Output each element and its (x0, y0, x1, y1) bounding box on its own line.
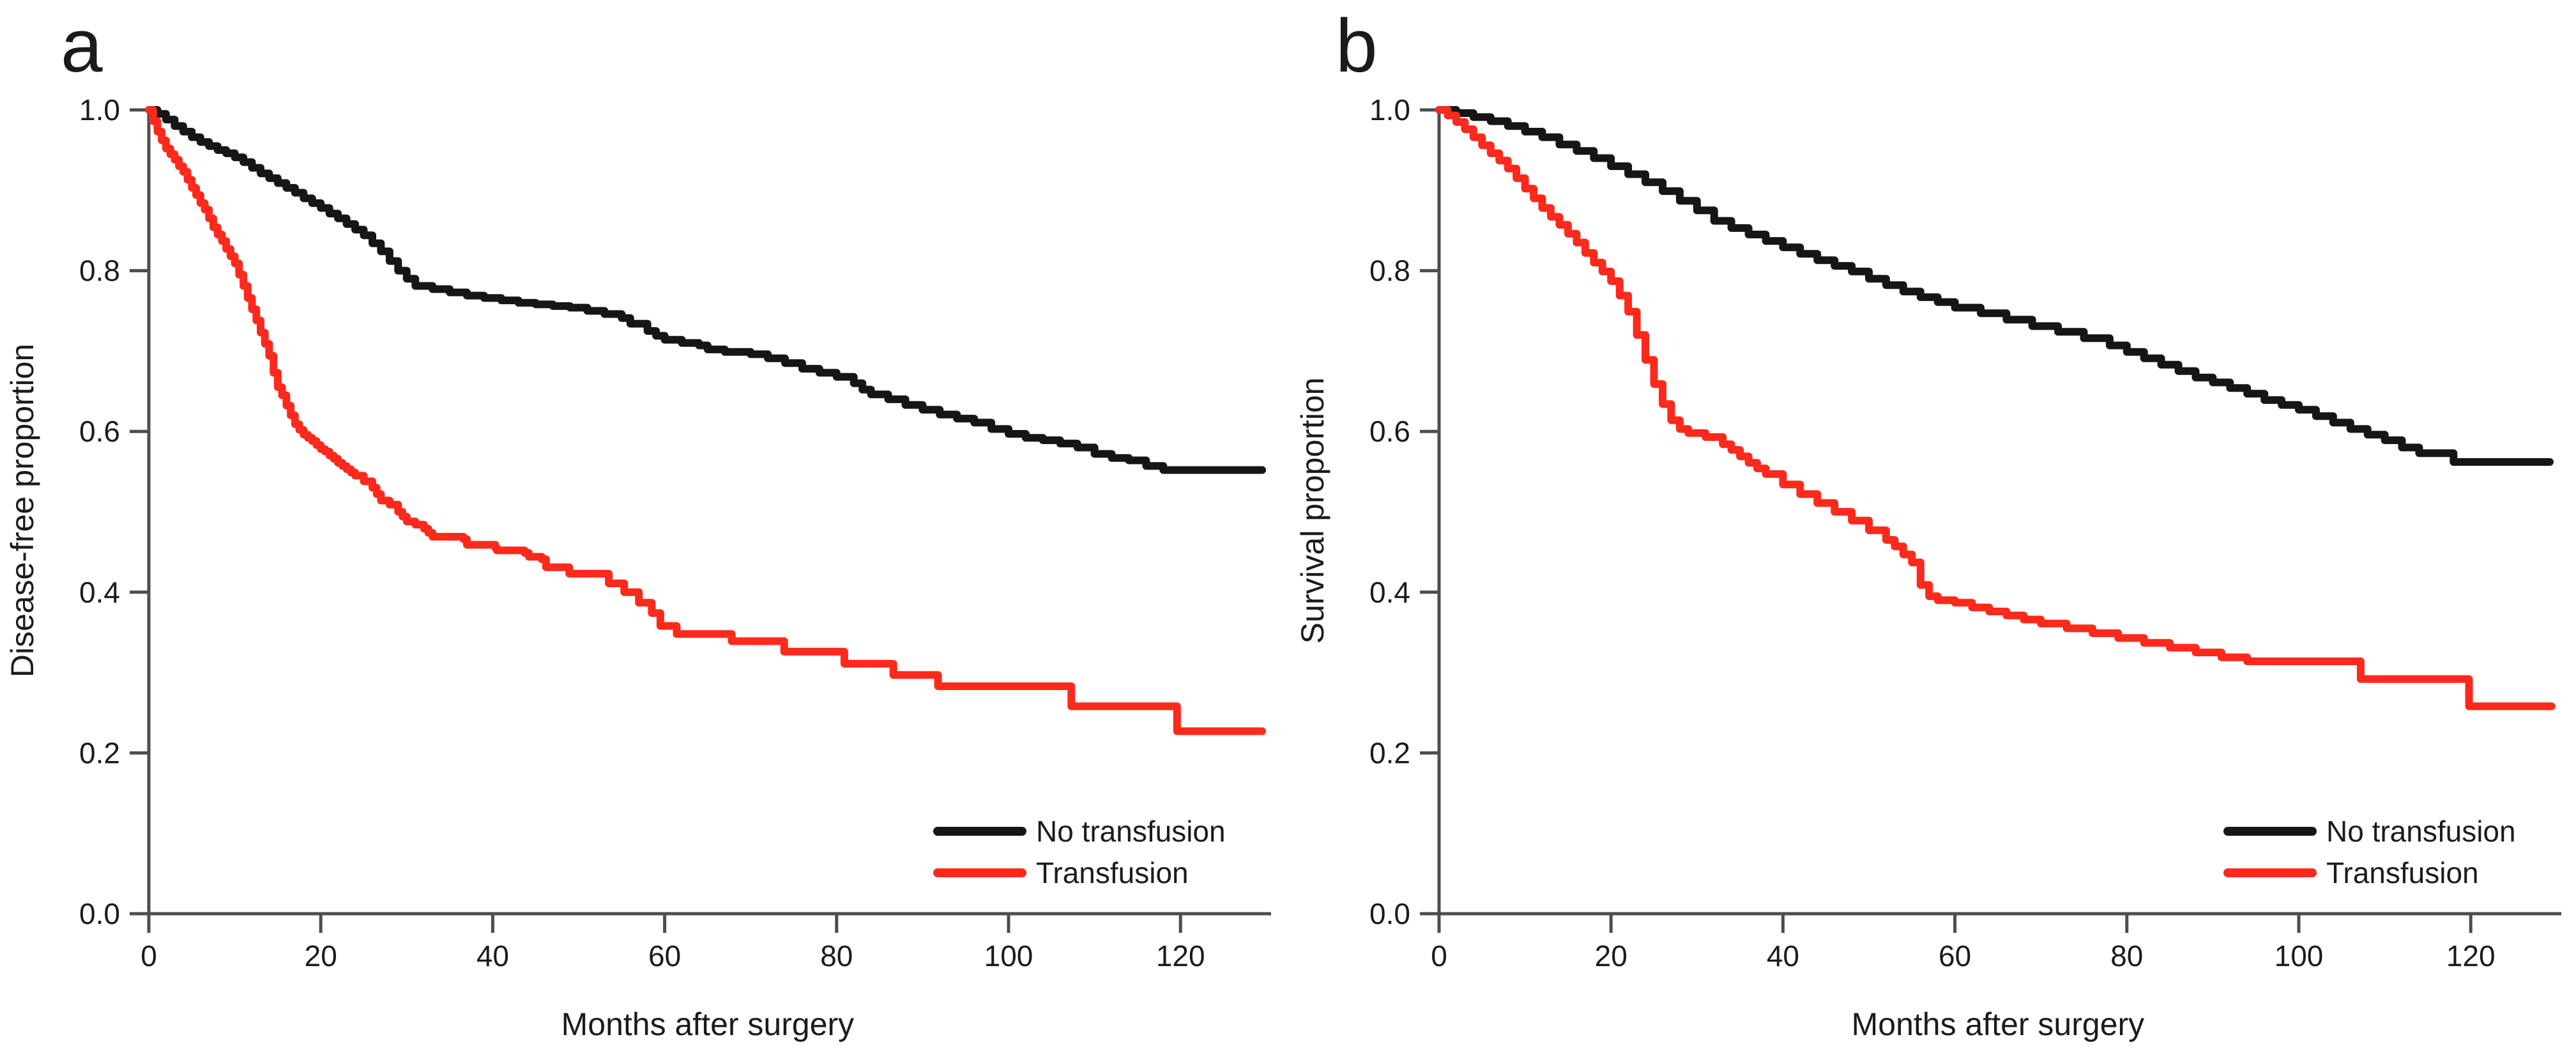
km-curve-no-transfusion (1435, 106, 2554, 466)
x-tick-label: 20 (1595, 939, 1627, 972)
y-tick-label: 0.0 (79, 897, 120, 930)
x-tick-label: 120 (2446, 939, 2496, 972)
x-tick-label: 80 (2110, 939, 2143, 972)
y-tick-label: 0.2 (1369, 736, 1410, 769)
x-tick-label: 0 (1431, 939, 1447, 972)
x-tick-label: 40 (1767, 939, 1799, 972)
y-axis-title: Disease-free proportion (4, 344, 40, 678)
km-curve-transfusion (145, 106, 1267, 735)
legend-label-no-transfusion: No transfusion (2326, 815, 2516, 848)
x-axis-title: Months after surgery (1852, 1006, 2145, 1042)
x-tick-label: 100 (984, 939, 1033, 972)
km-plot-a: 0.0 0.2 0.4 0.6 0.8 1.0 0 20 40 60 80 100 120 Months … (4, 4, 1271, 1042)
km-curve-transfusion (1435, 106, 2556, 711)
panel-label: b (1336, 4, 1378, 88)
y-tick-label: 0.6 (79, 415, 120, 448)
y-tick-label: 1.0 (1369, 93, 1410, 127)
x-tick-label: 60 (648, 939, 681, 972)
y-axis-title: Survival proportion (1295, 378, 1330, 644)
y-tick-label: 0.0 (1369, 897, 1410, 930)
x-tick-label: 0 (141, 939, 157, 972)
y-tick-label: 0.6 (1369, 415, 1410, 448)
legend-label-no-transfusion: No transfusion (1036, 815, 1226, 848)
km-curve-no-transfusion (145, 106, 1267, 474)
x-tick-label: 60 (1939, 939, 1971, 972)
x-axis-title: Months after surgery (561, 1006, 855, 1042)
y-tick-label: 0.8 (79, 254, 120, 288)
y-tick-label: 0.2 (79, 736, 120, 769)
x-tick-label: 120 (1156, 939, 1205, 972)
legend-label-transfusion: Transfusion (2326, 856, 2479, 889)
y-tick-label: 0.4 (79, 576, 120, 609)
x-tick-label: 100 (2275, 939, 2324, 972)
x-tick-label: 20 (305, 939, 337, 972)
y-tick-label: 0.4 (1369, 576, 1410, 609)
km-plot-b: 0.0 0.2 0.4 0.6 0.8 1.0 0 20 40 60 80 100 120 Months … (1295, 4, 2561, 1042)
x-tick-label: 40 (476, 939, 509, 972)
x-tick-label: 80 (820, 939, 853, 972)
legend-label-transfusion: Transfusion (1036, 856, 1189, 889)
y-tick-label: 1.0 (79, 93, 120, 127)
y-tick-label: 0.8 (1369, 254, 1410, 288)
panel-label: a (61, 4, 103, 88)
